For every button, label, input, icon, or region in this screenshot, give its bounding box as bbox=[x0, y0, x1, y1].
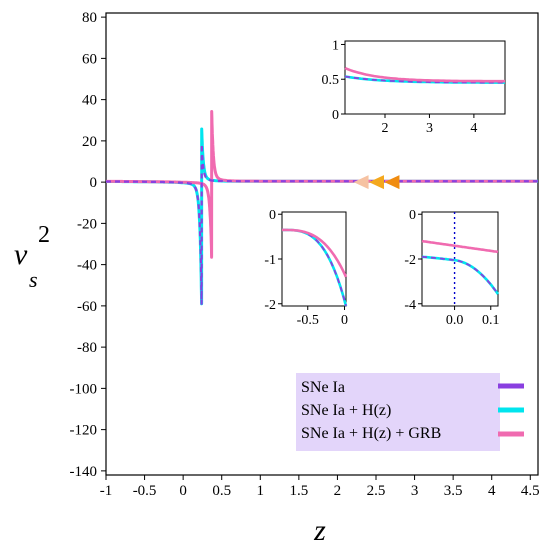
inset-y-tick-label: 0 bbox=[409, 208, 416, 223]
inset-y-tick-label: 0 bbox=[332, 108, 339, 123]
x-tick-group: -1 -0.5 0 0.5 1 1.5 2 2.5 3 3.5 4 4.5 bbox=[100, 475, 540, 499]
x-axis-title: z bbox=[313, 514, 326, 547]
inset-y-tick-label: 0 bbox=[269, 208, 276, 223]
inset-x-tick-label: 2 bbox=[382, 121, 389, 136]
y-tick-label: 80 bbox=[82, 10, 97, 26]
x-tick-label: -1 bbox=[100, 483, 113, 499]
inset-large-z: 2 3 4 0 0.5 1 bbox=[322, 38, 506, 136]
inset-series-sne-hz-grb-line bbox=[421, 239, 499, 254]
y-tick-label: 60 bbox=[82, 51, 97, 67]
y-tick-label: -80 bbox=[77, 340, 97, 356]
legend-label-sne: SNe Ia bbox=[301, 379, 345, 396]
y-axis-title-main: v bbox=[14, 238, 28, 271]
inset-y-tick-label: -4 bbox=[404, 298, 416, 313]
legend-box bbox=[296, 373, 500, 451]
inset-y-tick-label: -1 bbox=[264, 253, 276, 268]
main-series-group bbox=[105, 110, 538, 306]
series-sne-hz-grb-line bbox=[105, 110, 538, 259]
inset-x-tick-label: 0.0 bbox=[446, 313, 464, 328]
x-tick-label: 0.5 bbox=[212, 483, 231, 499]
x-tick-label: 2.5 bbox=[367, 483, 386, 499]
x-tick-label: 3.5 bbox=[444, 483, 463, 499]
y-tick-label: 40 bbox=[82, 93, 97, 109]
legend: SNe Ia SNe Ia + H(z) SNe Ia + H(z) + GRB bbox=[296, 373, 524, 451]
y-tick-label: -120 bbox=[70, 423, 98, 439]
x-tick-label: -0.5 bbox=[133, 483, 157, 499]
y-axis-title-subscript: s bbox=[29, 267, 38, 292]
inset-near-zero: 0.0 0.1 0 -2 -4 bbox=[404, 208, 499, 328]
y-tick-label: 20 bbox=[82, 134, 97, 150]
y-tick-label: -40 bbox=[77, 258, 97, 274]
legend-label-sne-hz: SNe Ia + H(z) bbox=[301, 402, 391, 419]
y-axis-title-superscript: 2 bbox=[38, 222, 50, 248]
arrow-marker bbox=[369, 175, 384, 190]
y-tick-label: -20 bbox=[77, 216, 97, 232]
legend-label-sne-hz-grb: SNe Ia + H(z) + GRB bbox=[301, 425, 441, 442]
inset-y-tick-label: 1 bbox=[332, 38, 339, 53]
x-tick-label: 1 bbox=[257, 483, 265, 499]
inset-negative-z: -0.5 0 0 -1 -2 bbox=[264, 208, 348, 328]
inset-y-tick-label: 0.5 bbox=[322, 73, 340, 88]
y-tick-label: -140 bbox=[70, 464, 98, 480]
inset-y-tick-label: -2 bbox=[404, 253, 416, 268]
arrow-marker bbox=[384, 175, 400, 190]
y-tick-label: 0 bbox=[90, 175, 98, 191]
x-tick-label: 4 bbox=[488, 483, 496, 499]
inset-frame bbox=[344, 40, 506, 115]
marker-group bbox=[353, 175, 400, 190]
inset-series-sne-line bbox=[421, 255, 499, 295]
y-tick-group: 80 60 40 20 0 -20 -40 -60 -80 -100 -120 -140 bbox=[70, 10, 106, 480]
arrow-marker bbox=[353, 175, 369, 190]
inset-x-tick-label: 4 bbox=[470, 121, 477, 136]
y-tick-label: -100 bbox=[70, 381, 98, 397]
x-tick-label: 1.5 bbox=[289, 483, 308, 499]
y-tick-label: -60 bbox=[77, 299, 97, 315]
x-tick-label: 4.5 bbox=[521, 483, 540, 499]
inset-x-tick-label: -0.5 bbox=[297, 313, 319, 328]
inset-x-tick-label: 0.1 bbox=[482, 313, 500, 328]
x-tick-label: 0 bbox=[179, 483, 187, 499]
x-tick-label: 2 bbox=[334, 483, 342, 499]
plot-frame bbox=[105, 12, 539, 476]
inset-series-sne-hz-grb-line bbox=[344, 66, 505, 83]
inset-y-tick-label: -2 bbox=[264, 298, 276, 313]
x-tick-label: 3 bbox=[411, 483, 419, 499]
inset-x-tick-label: 3 bbox=[426, 121, 433, 136]
inset-series-sne-hz-line bbox=[344, 75, 505, 84]
series-sne-line bbox=[105, 143, 538, 305]
inset-series-sne-hz-grb-line bbox=[282, 228, 348, 278]
inset-x-tick-label: 0 bbox=[341, 313, 348, 328]
